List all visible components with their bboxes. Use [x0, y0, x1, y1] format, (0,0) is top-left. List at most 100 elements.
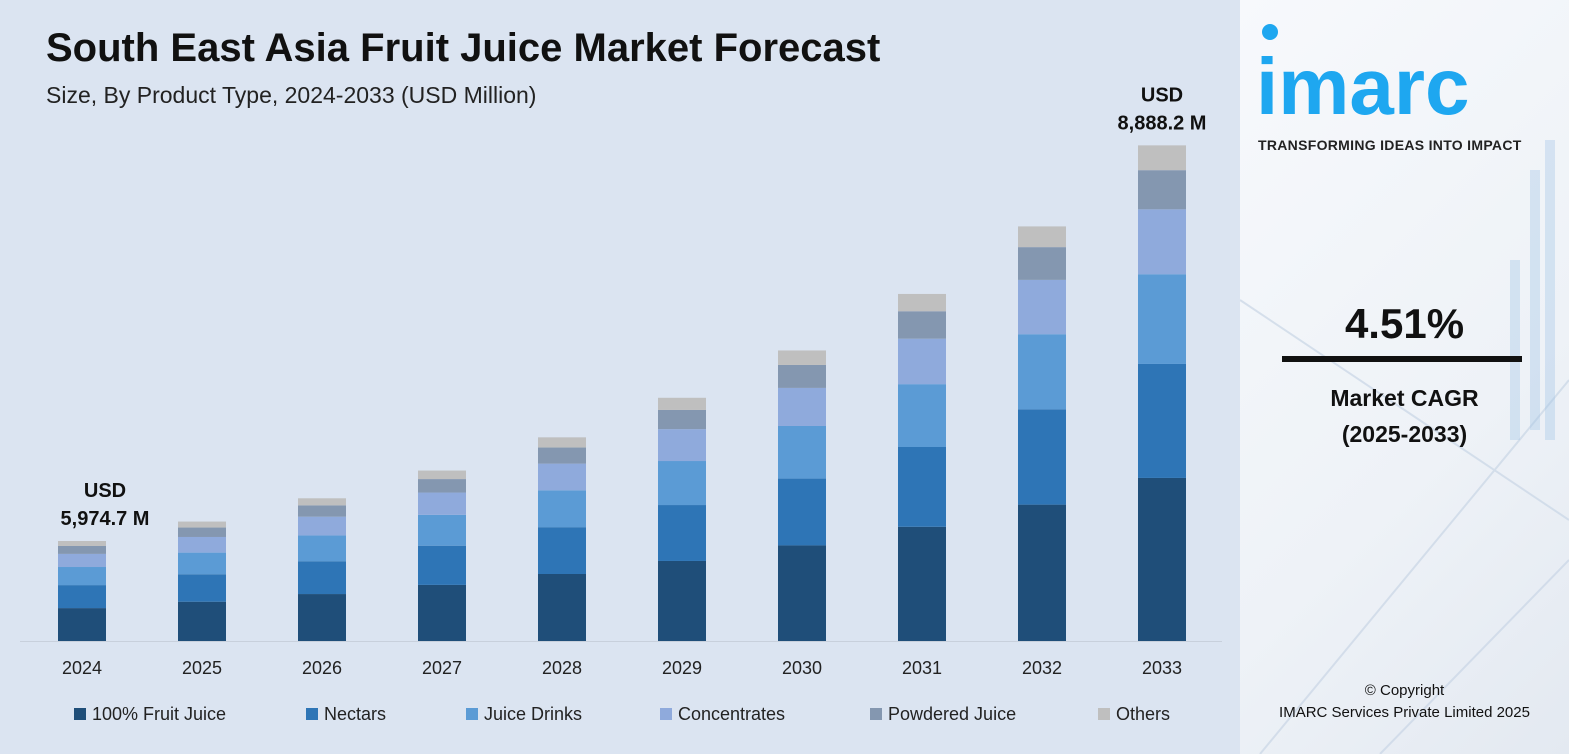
tagline: TRANSFORMING IDEAS INTO IMPACT	[1258, 137, 1522, 153]
bar-segment-100-fruit-juice-2028	[538, 573, 586, 641]
bar-segment-juice-drinks-2027	[418, 514, 466, 546]
bar-segment-juice-drinks-2032	[1018, 334, 1066, 410]
bar-segment-nectars-2025	[178, 574, 226, 602]
bar-segment-concentrates-2031	[898, 338, 946, 385]
bar-segment-others-2026	[298, 498, 346, 506]
cagr-label: Market CAGR (2025-2033)	[1240, 380, 1569, 452]
bar-segment-powdered-juice-2028	[538, 447, 586, 464]
bar-segment-nectars-2029	[658, 505, 706, 561]
total-label-2024: 5,974.7 M	[61, 508, 150, 530]
bar-segment-others-2030	[778, 350, 826, 365]
bar-segment-nectars-2033	[1138, 363, 1186, 478]
cagr-label-line2: (2025-2033)	[1341, 421, 1468, 447]
bar-segment-others-2031	[898, 293, 946, 312]
copyright-line2: IMARC Services Private Limited 2025	[1279, 704, 1530, 721]
legend-swatch	[1098, 708, 1110, 720]
bar-segment-nectars-2030	[778, 478, 826, 546]
stacked-bar-chart: 2024 2025 2026 2027 2028 2029 2030 2031 2032 2033…	[20, 84, 1222, 724]
legend-label: Others	[1116, 704, 1170, 724]
x-tick-label: 2024	[62, 658, 102, 678]
cagr-label-line1: Market CAGR	[1330, 385, 1479, 411]
x-tick-label: 2026	[302, 658, 342, 678]
legend-label: Nectars	[324, 704, 386, 724]
bar-segment-others-2032	[1018, 226, 1066, 248]
bar-segment-juice-drinks-2031	[898, 384, 946, 447]
divider	[1282, 356, 1522, 362]
bar-segment-powdered-juice-2029	[658, 409, 706, 430]
bar-segment-100-fruit-juice-2026	[298, 594, 346, 641]
background-graphics	[1240, 140, 1569, 754]
bar-segment-powdered-juice-2032	[1018, 247, 1066, 280]
bar-segment-nectars-2026	[298, 561, 346, 595]
bar-segment-powdered-juice-2026	[298, 505, 346, 517]
bar-segment-concentrates-2033	[1138, 209, 1186, 275]
x-tick-label: 2030	[782, 658, 822, 678]
bar-segment-others-2027	[418, 470, 466, 480]
total-label-2024: USD	[84, 480, 126, 502]
bar-segment-concentrates-2028	[538, 463, 586, 491]
copyright-line1: © Copyright	[1364, 682, 1445, 699]
bar-segment-nectars-2032	[1018, 409, 1066, 505]
bar-segment-100-fruit-juice-2025	[178, 601, 226, 641]
logo-text: imarc	[1256, 42, 1469, 131]
cagr-value: 4.51%	[1344, 300, 1465, 347]
bar-segment-100-fruit-juice-2029	[658, 560, 706, 641]
bar-segment-concentrates-2026	[298, 516, 346, 536]
bar-segment-juice-drinks-2030	[778, 425, 826, 479]
bar-segment-juice-drinks-2029	[658, 461, 706, 506]
x-tick-label: 2033	[1142, 658, 1182, 678]
x-tick-label: 2032	[1022, 658, 1062, 678]
legend-label: Juice Drinks	[484, 704, 582, 724]
bar-segment-100-fruit-juice-2031	[898, 526, 946, 641]
legend-swatch	[870, 708, 882, 720]
x-tick-label: 2025	[182, 658, 222, 678]
chart-panel: South East Asia Fruit Juice Market Forec…	[0, 0, 1240, 754]
bar-segment-powdered-juice-2033	[1138, 170, 1186, 210]
bar-segment-juice-drinks-2028	[538, 490, 586, 528]
bar-segment-nectars-2024	[58, 585, 106, 609]
bar-segment-100-fruit-juice-2030	[778, 545, 826, 641]
legend-swatch	[74, 708, 86, 720]
bar-segment-others-2028	[538, 437, 586, 448]
chart-subtitle: Size, By Product Type, 2024-2033 (USD Mi…	[46, 82, 537, 108]
bar-segment-powdered-juice-2024	[58, 546, 106, 554]
bar-segment-juice-drinks-2026	[298, 535, 346, 562]
bar-segment-nectars-2028	[538, 527, 586, 574]
bar-segment-nectars-2031	[898, 446, 946, 527]
x-tick-label: 2029	[662, 658, 702, 678]
legend-label: Concentrates	[678, 704, 785, 724]
bar-segment-concentrates-2030	[778, 387, 826, 426]
x-tick-label: 2027	[422, 658, 462, 678]
chart-title: South East Asia Fruit Juice Market Forec…	[46, 26, 881, 70]
legend-swatch	[306, 708, 318, 720]
bar-segment-concentrates-2032	[1018, 279, 1066, 335]
bar-segment-nectars-2027	[418, 545, 466, 585]
legend-swatch	[466, 708, 478, 720]
bar-segment-concentrates-2029	[658, 429, 706, 462]
bar-segment-100-fruit-juice-2027	[418, 584, 466, 641]
imarc-logo: imarc	[1256, 24, 1469, 131]
bar-segment-powdered-juice-2031	[898, 311, 946, 339]
bar-segment-others-2024	[58, 541, 106, 547]
bar-segment-100-fruit-juice-2032	[1018, 504, 1066, 641]
x-tick-label: 2028	[542, 658, 582, 678]
bar-segment-juice-drinks-2033	[1138, 274, 1186, 364]
bar-segment-others-2029	[658, 397, 706, 410]
bar-segment-powdered-juice-2025	[178, 527, 226, 537]
bar-segment-juice-drinks-2025	[178, 552, 226, 575]
bar-segment-others-2033	[1138, 145, 1186, 171]
x-tick-label: 2031	[902, 658, 942, 678]
legend-swatch	[660, 708, 672, 720]
legend-label: 100% Fruit Juice	[92, 704, 226, 724]
total-label-2033: 8,888.2 M	[1118, 112, 1207, 134]
legend-label: Powdered Juice	[888, 704, 1016, 724]
bar-segment-100-fruit-juice-2024	[58, 608, 106, 641]
info-panel: imarc TRANSFORMING IDEAS INTO IMPACT 4.5…	[1240, 0, 1569, 754]
bar-segment-others-2025	[178, 521, 226, 528]
bar-segment-juice-drinks-2024	[58, 567, 106, 586]
total-label-2033: USD	[1141, 84, 1183, 106]
bar-segment-powdered-juice-2027	[418, 479, 466, 493]
bar-segment-concentrates-2025	[178, 536, 226, 553]
bar-segment-100-fruit-juice-2033	[1138, 477, 1186, 641]
bar-segment-concentrates-2024	[58, 553, 106, 568]
